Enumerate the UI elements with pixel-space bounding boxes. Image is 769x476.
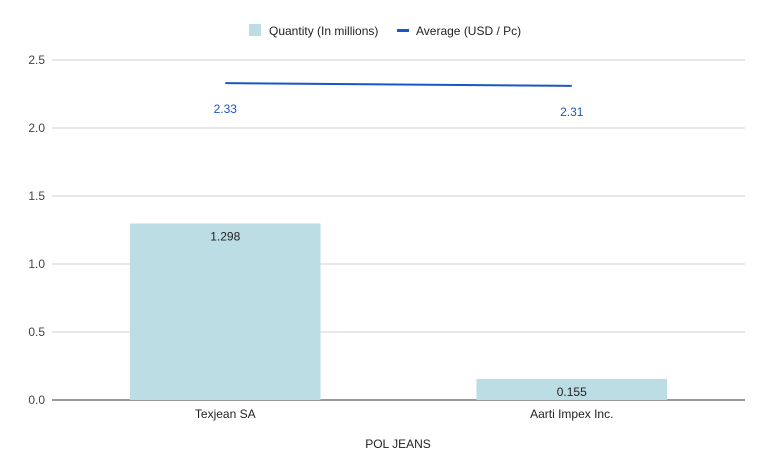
y-tick-label: 2.0 (28, 121, 45, 135)
x-tick-label: Aarti Impex Inc. (530, 407, 613, 421)
line-data-label: 2.31 (560, 105, 584, 119)
x-tick-label: Texjean SA (195, 407, 256, 421)
y-tick-label: 1.0 (28, 257, 45, 271)
bar-data-label: 1.298 (210, 229, 240, 243)
line-data-labels: 2.33 2.31 (214, 102, 584, 119)
bar-data-label: 0.155 (557, 385, 587, 399)
bar (129, 223, 321, 400)
y-tick-label: 1.5 (28, 189, 45, 203)
legend: Quantity (In millions) Average (USD / Pc… (249, 24, 521, 38)
x-axis-ticks: Texjean SA Aarti Impex Inc. (195, 407, 614, 421)
bar-series (129, 223, 668, 400)
legend-label-quantity: Quantity (In millions) (269, 24, 378, 38)
average-line (225, 82, 572, 87)
line-data-label: 2.33 (214, 102, 238, 116)
legend-label-average: Average (USD / Pc) (416, 24, 521, 38)
bar-data-labels: 1.298 0.155 (210, 229, 587, 398)
y-axis-ticks: 0.0 0.5 1.0 1.5 2.0 2.5 (28, 53, 45, 407)
legend-swatch-average (397, 29, 409, 32)
y-tick-label: 2.5 (28, 53, 45, 67)
y-tick-label: 0.0 (28, 393, 45, 407)
bar (476, 378, 668, 400)
line-series (225, 82, 572, 87)
legend-swatch-quantity (249, 24, 261, 36)
x-axis-title: POL JEANS (365, 437, 431, 451)
y-tick-label: 0.5 (28, 325, 45, 339)
